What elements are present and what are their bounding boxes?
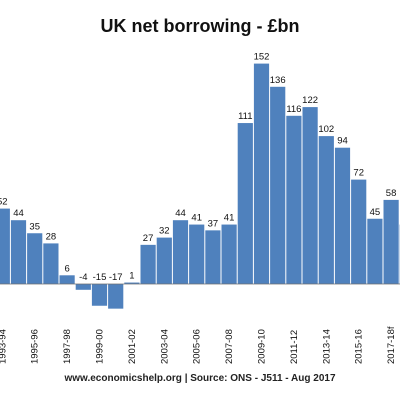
data-label: -15 [93,272,107,283]
x-tick-label: 2005-06 [192,329,203,364]
bar-1996-97 [43,243,59,284]
data-label: 27 [143,233,154,244]
data-label: 102 [318,124,334,135]
bar-2011-12 [286,115,302,284]
x-tick-label: 1997-98 [62,329,73,364]
data-label: 116 [286,104,301,115]
data-label: 45 [370,207,381,218]
x-tick-label: 2009-10 [257,329,268,364]
data-label: 32 [159,226,170,237]
bar-2010-11 [270,86,286,284]
data-label: 122 [302,95,318,106]
x-tick-label: 2015-16 [354,329,365,364]
x-tick-label: 1993-94 [0,329,8,364]
bar-2014-15 [334,147,351,284]
x-tick-label: 2001-02 [127,329,138,364]
bar-1997-98 [59,275,75,284]
x-tick-label: 2017-18f [386,326,397,364]
data-labels-layer: 52 44 35 28 6 -4 -15-17 1 27 32 44 41 37 41 111 152 136 1… [0,52,397,283]
bar-2013-14 [318,136,334,284]
data-label: 28 [46,231,57,242]
x-tick-label: 2013-14 [321,329,332,364]
data-label: 136 [270,75,286,86]
data-label: 41 [191,213,202,224]
data-label: 94 [337,136,348,147]
bars-layer [0,63,400,309]
bar-1995-96 [27,233,43,284]
data-label: 35 [29,221,40,232]
x-tick-label: 1995-96 [30,329,41,364]
data-label: 58 [386,188,397,199]
x-tick-label: 2011-12 [289,330,300,364]
chart-title: UK net borrowing - £bn [100,16,300,36]
source-footer: www.economicshelp.org | Source: ONS - J5… [64,373,336,384]
bar-1998-99 [75,284,91,290]
data-label: -4 [79,272,87,283]
data-label: 44 [175,208,186,219]
data-label: 52 [0,197,8,208]
bar-2008-09 [237,123,253,284]
bar-1993-94 [0,208,10,284]
x-tick-label: 2007-08 [224,329,235,364]
bar-1994-95 [10,220,27,284]
data-label: 44 [13,208,24,219]
bar-2001-02 [124,282,140,284]
bar-2009-10 [253,63,270,284]
bar-2003-04 [156,237,172,284]
data-label: -17 [109,272,123,283]
bar-2006-07 [205,230,221,284]
bar-2005-06 [189,224,205,284]
x-tick-label: 1999-00 [95,329,106,364]
data-label: 111 [238,111,252,122]
data-label: 37 [208,218,219,229]
data-label: 152 [254,52,270,63]
bar-2002-03 [140,244,156,284]
bar-2017-18f [383,199,399,284]
bar-2016-17 [367,218,383,284]
x-tick-labels-layer: 1993-94 1995-96 1997-98 1999-00 2001-02 2003-… [0,283,400,364]
x-tick-label: 2003-04 [159,329,170,364]
data-label: 1 [129,271,134,282]
bar-1999-00 [91,284,108,306]
bar-2015-16 [351,179,367,284]
bar-2004-05 [172,220,189,284]
data-label: 6 [64,263,69,274]
bar-2000-01 [108,284,124,309]
bar-2007-08 [221,224,237,284]
data-label: 72 [353,168,364,179]
bar-2012-13 [302,107,318,284]
data-label: 41 [224,213,235,224]
